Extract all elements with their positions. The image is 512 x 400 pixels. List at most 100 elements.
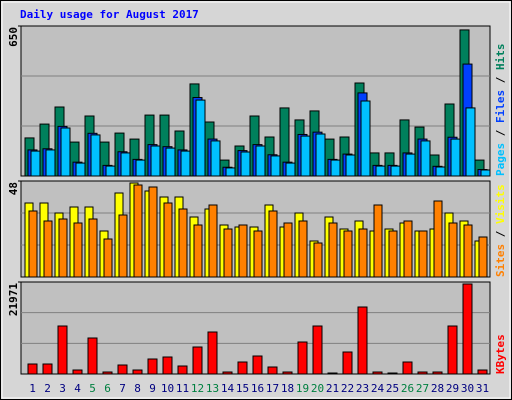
bar	[148, 186, 158, 278]
bar	[208, 204, 218, 278]
x-tick-label: 19	[296, 382, 309, 395]
x-tick-label: 29	[446, 382, 459, 395]
x-tick-label: 2	[44, 382, 51, 395]
bar	[372, 371, 383, 375]
x-tick-label: 5	[89, 382, 96, 395]
legend-separator: /	[494, 123, 507, 143]
bar	[357, 306, 368, 375]
bar	[135, 159, 146, 177]
bar	[463, 224, 473, 278]
bar	[342, 351, 353, 375]
bar	[237, 361, 248, 375]
bar	[28, 210, 38, 278]
bar	[178, 208, 188, 278]
bar	[42, 363, 53, 375]
bar	[480, 169, 491, 177]
bar	[57, 325, 68, 375]
x-tick-label: 14	[221, 382, 235, 395]
legend-entry: Visits	[494, 184, 507, 224]
bar	[73, 222, 83, 278]
bar	[373, 204, 383, 278]
bar	[165, 147, 176, 177]
bar	[388, 230, 398, 278]
bar	[132, 369, 143, 375]
bar	[58, 218, 68, 278]
bar	[195, 99, 206, 177]
x-tick-label: 18	[281, 382, 294, 395]
bar	[222, 371, 233, 375]
bar	[418, 230, 428, 278]
bar	[285, 162, 296, 177]
legend: Sites / Visits	[494, 184, 507, 277]
x-tick-label: 8	[134, 382, 141, 395]
bar	[105, 165, 116, 177]
bar	[102, 371, 113, 375]
bar	[238, 224, 248, 278]
bar	[268, 210, 278, 278]
bar	[177, 365, 188, 375]
bar	[162, 356, 173, 375]
x-tick-label: 28	[431, 382, 444, 395]
y-tick-label: 48	[7, 182, 20, 195]
chart-title: Daily usage for August 2017	[20, 8, 199, 21]
bar	[133, 184, 143, 278]
bar	[193, 224, 203, 278]
legend: Pages / Files / Hits	[494, 44, 507, 177]
bar	[297, 341, 308, 375]
bar	[403, 220, 413, 278]
bar	[450, 138, 461, 177]
bar	[192, 346, 203, 375]
bar	[313, 242, 323, 278]
x-tick-label: 13	[206, 382, 219, 395]
bar	[282, 371, 293, 375]
bar	[180, 150, 191, 177]
legend-entry: Sites	[494, 244, 507, 277]
bar	[327, 372, 338, 375]
bar	[360, 100, 371, 177]
bar	[87, 337, 98, 375]
bar	[210, 140, 221, 177]
bar	[120, 152, 131, 177]
x-tick-label: 16	[251, 382, 264, 395]
x-tick-label: 27	[416, 382, 429, 395]
bar	[117, 364, 128, 375]
x-tick-label: 22	[341, 382, 354, 395]
bar	[315, 133, 326, 177]
bar	[118, 214, 128, 278]
bar	[435, 166, 446, 177]
legend-entry: Pages	[494, 143, 507, 176]
bar	[207, 331, 218, 375]
bar	[43, 220, 53, 278]
bar	[283, 222, 293, 278]
bar	[358, 228, 368, 278]
bar	[72, 369, 83, 375]
x-tick-label: 3	[59, 382, 66, 395]
bar	[433, 200, 443, 278]
bar	[267, 366, 278, 375]
bar	[328, 222, 338, 278]
x-tick-label: 1	[29, 382, 36, 395]
bar	[88, 218, 98, 278]
x-tick-label: 30	[461, 382, 474, 395]
x-tick-label: 10	[161, 382, 174, 395]
bar	[252, 355, 263, 375]
bar	[387, 372, 398, 375]
x-tick-label: 21	[326, 382, 339, 395]
bar	[90, 134, 101, 177]
x-tick-label: 24	[371, 382, 385, 395]
x-tick-label: 6	[104, 382, 111, 395]
legend-separator: /	[494, 224, 507, 244]
bar	[477, 369, 488, 375]
bar	[345, 154, 356, 177]
bar	[343, 230, 353, 278]
bar	[462, 283, 473, 375]
x-tick-label: 20	[311, 382, 324, 395]
x-tick-label: 15	[236, 382, 249, 395]
legend-entry: Files	[494, 90, 507, 123]
bar	[225, 167, 236, 177]
bar	[163, 202, 173, 278]
bar	[300, 135, 311, 177]
bar	[270, 155, 281, 177]
bar	[223, 228, 233, 278]
bar	[478, 236, 488, 278]
